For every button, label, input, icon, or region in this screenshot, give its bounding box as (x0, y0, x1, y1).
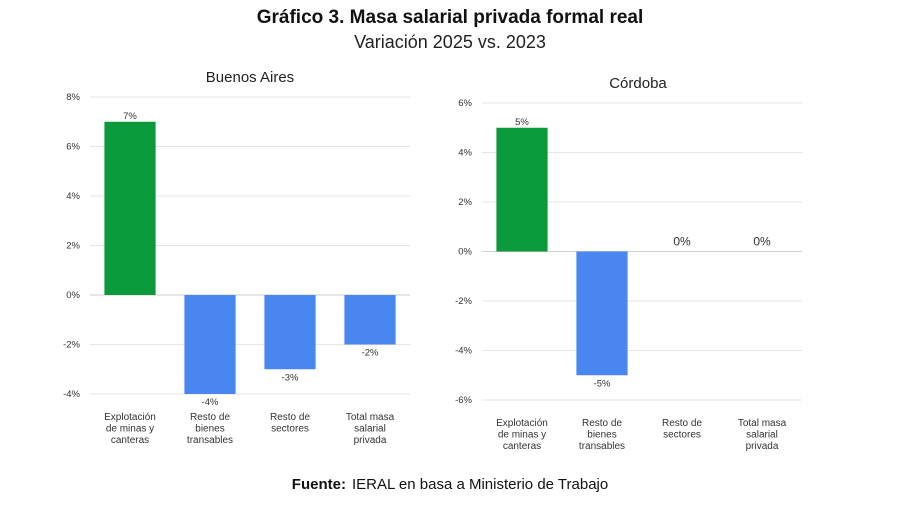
panel-title: Córdoba (609, 75, 667, 92)
category-label: Resto de sectores (662, 418, 702, 441)
data-label: 7% (123, 111, 137, 122)
category-label: Total masa salarial privada (738, 418, 787, 452)
y-tick-label: -2% (455, 296, 472, 307)
category-label: Explotación de minas y canteras (496, 418, 548, 452)
bar (184, 295, 236, 394)
data-label: 5% (515, 117, 529, 128)
bar (344, 295, 396, 345)
data-label: -3% (282, 372, 299, 383)
panel-buenos-aires: Buenos Aires 8% 6% 4% 2% 0% -2% -4% 7% Explotació… (63, 69, 410, 446)
data-label: -4% (202, 397, 219, 408)
panel-title: Buenos Aires (206, 69, 294, 86)
category-label: Explotación de minas y canteras (104, 412, 156, 446)
data-label: -2% (362, 348, 379, 359)
y-tick-label: 2% (66, 241, 80, 252)
source-label: Fuente: (291, 476, 346, 493)
bar (104, 121, 156, 295)
y-tick-label: 2% (458, 197, 472, 208)
y-tick-label: -4% (63, 389, 80, 400)
y-tick-label: 4% (66, 191, 80, 202)
y-tick-label: 0% (458, 247, 472, 258)
y-tick-label: 6% (66, 142, 80, 153)
data-label: -5% (594, 378, 611, 389)
source-note: Fuente: IERAL en basa a Ministerio de Tra… (0, 476, 900, 493)
y-tick-label: -2% (63, 340, 80, 351)
y-tick-label: 8% (66, 92, 80, 103)
data-label: 0% (673, 235, 691, 249)
y-tick-label: -6% (455, 395, 472, 406)
category-label: Resto de bienes transables (187, 412, 233, 446)
source-text: IERAL en basa a Ministerio de Trabajo (351, 476, 609, 493)
category-label: Total masa salarial privada (346, 412, 395, 446)
bar (496, 127, 548, 252)
chart-subtitle: Variación 2025 vs. 2023 (354, 32, 546, 52)
category-label: Resto de sectores (270, 412, 310, 435)
y-tick-label: 6% (458, 98, 472, 109)
y-tick-label: 4% (458, 148, 472, 159)
bar (576, 251, 628, 376)
chart-title: Gráfico 3. Masa salarial privada formal … (256, 7, 644, 28)
y-tick-label: 0% (66, 290, 80, 301)
y-tick-label: -4% (455, 346, 472, 357)
data-label: 0% (753, 235, 771, 249)
category-label: Resto de bienes transables (579, 418, 625, 452)
panel-cordoba: Córdoba 6% 4% 2% 0% -2% -4% -6% 5% Explotación de … (455, 75, 802, 452)
bar (264, 295, 316, 370)
